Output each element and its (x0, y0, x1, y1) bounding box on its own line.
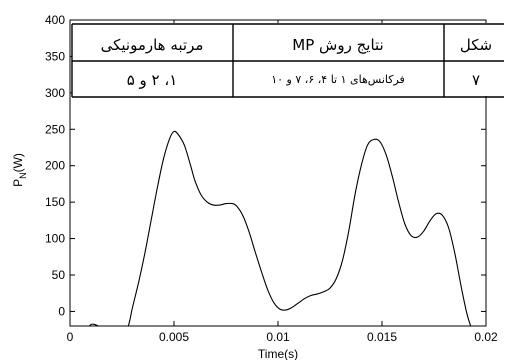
y-tick-label: 400 (45, 13, 65, 27)
y-axis-title-sub: N (18, 172, 28, 179)
table-cell-harmonic-order: ۱، ۲ و ۵ (127, 71, 178, 89)
y-tick-label: 300 (45, 86, 65, 100)
y-axis: 0 50 100 150 200 250 300 350 400 (45, 13, 486, 318)
y-tick-label: 50 (52, 268, 66, 282)
x-tick-label: 0.01 (266, 330, 290, 344)
overlay-table: مرتبه هارمونیکی نتایج روش MP شکل ۱، ۲ و … (71, 23, 504, 98)
x-tick-label: 0.015 (367, 330, 397, 344)
x-tick-label: 0 (67, 330, 74, 344)
y-tick-label: 200 (45, 159, 65, 173)
y-tick-label: 150 (45, 195, 65, 209)
table-header-figure: شکل (460, 36, 492, 54)
table-cell-mp-results: فرکانس‌های ۱ تا ۴، ۶، ۷ و ۱۰ (271, 73, 405, 86)
table-header-harmonic-order: مرتبه هارمونیکی (101, 36, 204, 54)
x-tick-label: 0.005 (159, 330, 189, 344)
series-line-power (88, 130, 472, 326)
y-tick-label: 100 (45, 232, 65, 246)
table-cell-figure: ۷ (472, 71, 480, 89)
y-axis-title: PN(W) (11, 153, 28, 187)
y-axis-title-base: P (11, 179, 25, 187)
table-header-mp-results: نتایج روش MP (292, 36, 383, 54)
y-tick-label: 0 (58, 304, 65, 318)
x-tick-label: 0.02 (474, 330, 498, 344)
y-axis-title-suffix: (W) (11, 153, 25, 172)
y-tick-label: 350 (45, 49, 65, 63)
y-tick-label: 250 (45, 122, 65, 136)
x-axis-title: Time(s) (258, 347, 298, 360)
overlay-table-bg (72, 23, 504, 96)
x-axis: 0 0.005 0.01 0.015 0.02 (67, 20, 498, 344)
